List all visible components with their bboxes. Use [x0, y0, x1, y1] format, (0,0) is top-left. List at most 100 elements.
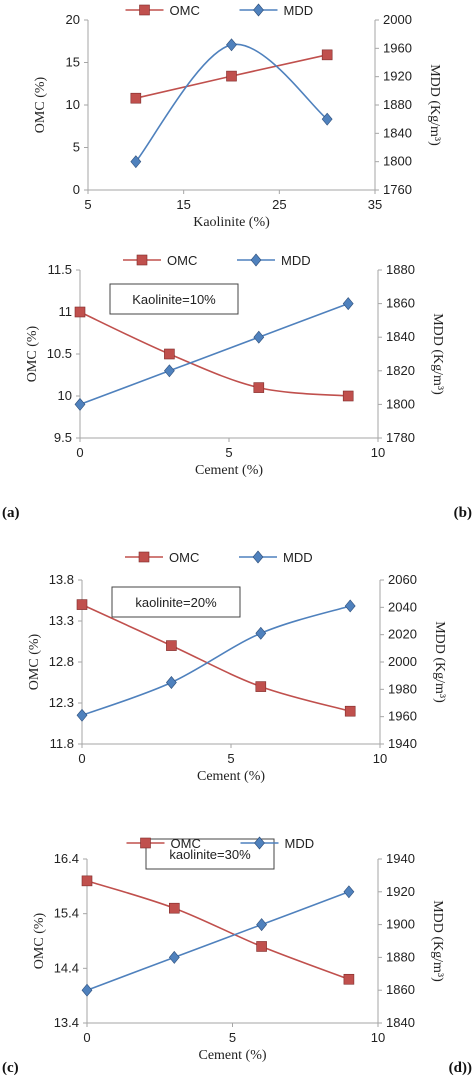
- legend-marker: [250, 253, 262, 267]
- y-tick-label: 15: [66, 55, 80, 70]
- y2-tick-label: 1760: [383, 182, 412, 197]
- x-axis-title: Cement (%): [198, 1048, 266, 1063]
- legend-label: OMC: [170, 3, 200, 18]
- data-point-omc: [76, 599, 88, 610]
- x-tick-label: 0: [83, 1030, 90, 1045]
- y2-axis-title: MDD (Kg/m³): [430, 313, 445, 395]
- legend-item-omc: OMC: [125, 3, 200, 18]
- y-tick-label: 11.8: [50, 736, 74, 751]
- legend: OMC MDD: [125, 3, 314, 18]
- data-point-omc: [164, 348, 175, 360]
- legend-label: MDD: [283, 550, 313, 565]
- legend-item-mdd: MDD: [240, 836, 315, 851]
- legend: OMC MDD: [125, 550, 313, 565]
- legend-label: OMC: [169, 550, 199, 565]
- annotation-box: [109, 283, 239, 315]
- chart-4: 13.4 14.4 15.4 16.4 1840 1860 1880 1900 1920 1940…: [32, 836, 445, 1063]
- series-line-omc: [81, 603, 351, 712]
- y2-tick-label: 2020: [388, 627, 417, 642]
- y2-tick-label: 2040: [388, 599, 417, 614]
- y-tick-label: 12.8: [49, 654, 74, 669]
- legend: OMC MDD: [126, 836, 315, 851]
- y2-tick-label: 1860: [386, 982, 415, 997]
- y-tick-label: 0: [73, 182, 80, 197]
- x-tick-label: 0: [76, 445, 83, 460]
- y-tick-label: 13.8: [49, 572, 74, 587]
- legend-label: MDD: [284, 3, 314, 18]
- series-line-mdd: [86, 891, 350, 991]
- data-point-mdd: [255, 626, 267, 640]
- series-omc: [81, 875, 355, 985]
- data-point-mdd: [164, 364, 175, 378]
- panel-label-d: (d)): [449, 1060, 472, 1076]
- series-mdd: [81, 885, 355, 997]
- data-point-omc: [344, 705, 356, 717]
- data-point-omc: [255, 681, 267, 692]
- data-point-omc: [169, 902, 180, 914]
- y-tick-label: 12.3: [49, 695, 74, 710]
- data-point-omc: [166, 640, 177, 651]
- x-tick-label: 5: [229, 1030, 236, 1045]
- annotation-text: Kaolinite=10%: [132, 292, 216, 307]
- series-omc: [76, 599, 356, 717]
- legend-marker: [140, 837, 151, 849]
- legend-item-mdd: MDD: [237, 253, 311, 268]
- y2-tick-label: 1820: [386, 363, 415, 378]
- data-point-mdd: [168, 950, 180, 964]
- data-point-mdd: [342, 297, 354, 311]
- y-axis-title: OMC (%): [25, 325, 40, 382]
- y2-axis-title: MDD (Kg/m³): [430, 900, 445, 982]
- data-point-omc: [130, 92, 142, 104]
- y2-tick-label: 1960: [388, 709, 417, 724]
- annotation-text: kaolinite=20%: [135, 595, 217, 610]
- x-tick-label: 5: [225, 445, 232, 460]
- y2-tick-label: 1840: [386, 329, 415, 344]
- y-tick-label: 11: [59, 304, 73, 319]
- y2-tick-label: 1880: [386, 949, 415, 964]
- x-tick-label: 35: [368, 197, 382, 212]
- legend-label: MDD: [285, 836, 315, 851]
- panel-label-b: (b): [454, 505, 472, 521]
- y2-tick-label: 1880: [383, 97, 412, 112]
- y2-tick-label: 1920: [383, 69, 412, 84]
- y-tick-label: 13.4: [54, 1015, 79, 1030]
- y-axis-title: OMC (%): [27, 633, 42, 690]
- legend-marker: [139, 4, 150, 16]
- x-axis-title: Cement (%): [195, 463, 263, 478]
- x-tick-label: 25: [272, 197, 286, 212]
- y-tick-label: 13.3: [49, 613, 74, 628]
- y2-tick-label: 1840: [383, 125, 412, 140]
- y-tick-label: 16.4: [54, 851, 79, 866]
- y-tick-label: 14.4: [54, 960, 79, 975]
- x-axis-title: Cement (%): [197, 769, 265, 784]
- legend-item-omc: OMC: [125, 550, 199, 565]
- y2-tick-label: 1980: [388, 681, 417, 696]
- legend: OMC MDD: [123, 253, 311, 268]
- y2-tick-label: 1840: [386, 1015, 415, 1030]
- legend-item-omc: OMC: [126, 836, 201, 851]
- legend-item-omc: OMC: [123, 253, 197, 268]
- data-point-mdd: [343, 885, 355, 899]
- series-mdd: [74, 297, 354, 411]
- legend-marker: [136, 254, 148, 266]
- data-point-mdd: [253, 330, 265, 344]
- legend-label: OMC: [171, 836, 201, 851]
- x-tick-label: 0: [78, 751, 85, 766]
- chart-3: 11.8 12.3 12.8 13.3 13.8 1940 1960 1980 2000 2020…: [27, 550, 447, 784]
- data-point-omc: [81, 875, 93, 887]
- series-omc: [130, 49, 333, 104]
- data-point-mdd: [166, 676, 177, 689]
- data-point-mdd: [81, 983, 93, 997]
- x-tick-label: 5: [227, 751, 234, 766]
- x-tick-label: 15: [176, 197, 190, 212]
- y2-axis-title: MDD (Kg/m³): [432, 621, 447, 703]
- legend-item-mdd: MDD: [239, 3, 314, 18]
- series-mdd: [76, 599, 356, 722]
- series-line-omc: [79, 311, 349, 397]
- data-point-mdd: [321, 112, 333, 126]
- y2-tick-label: 2000: [388, 654, 417, 669]
- legend-item-mdd: MDD: [239, 550, 313, 565]
- y2-tick-label: 1800: [386, 396, 415, 411]
